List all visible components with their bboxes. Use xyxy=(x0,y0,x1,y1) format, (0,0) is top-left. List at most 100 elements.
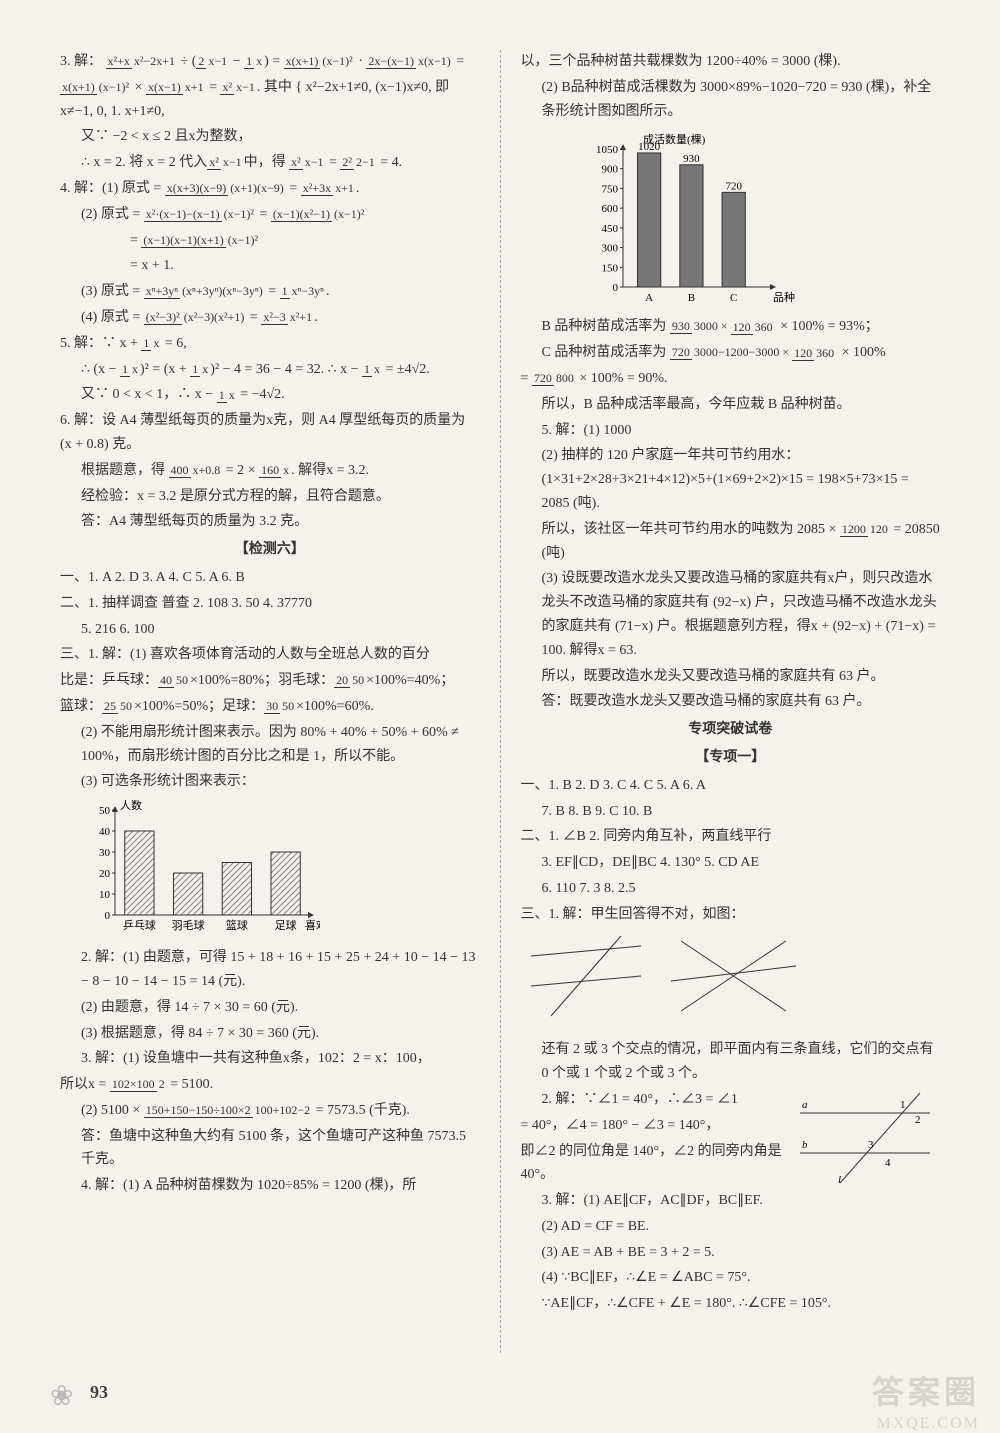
q32a: 2. 解：(1) 由题意，可得 15 + 18 + 16 + 15 + 25 +… xyxy=(60,946,480,994)
svg-text:足球: 足球 xyxy=(275,918,297,932)
svg-text:20: 20 xyxy=(99,868,111,880)
sp-3-2b: = 40°，∠4 = 180° − ∠3 = 140°， xyxy=(521,1114,783,1138)
sp-1b: 7. B 8. B 9. C 10. B xyxy=(521,800,941,824)
sp-3-3c: (3) AE = AB + BE = 3 + 2 = 5. xyxy=(521,1241,941,1265)
sp-3-3b: (2) AD = CF = BE. xyxy=(521,1215,941,1239)
sp-2a: 二、1. ∠B 2. 同旁内角互补，两直线平行 xyxy=(521,825,941,849)
svg-text:930: 930 xyxy=(683,153,700,165)
r-5d: (3) 设既要改造水龙头又要改造马桶的家庭共有x户，则只改造水龙头不改造马桶的家… xyxy=(521,567,941,662)
special-sub: 【专项一】 xyxy=(521,746,941,770)
sec3-1b: 比是：乒乓球：4050×100%=80%；羽毛球：2050×100%=40%； xyxy=(60,669,480,693)
q32c: (3) 根据题意，得 84 ÷ 7 × 30 = 360 (元). xyxy=(60,1022,480,1046)
sp-3-2a: 2. 解：∵∠1 = 40°，∴∠3 = ∠1 xyxy=(521,1088,783,1112)
chart2-svg: 01503004506007509001050成活数量(棵)1020A930B7… xyxy=(581,129,801,309)
q33c: (2) 5100 × 150+150−150÷100×2100+102−2 = … xyxy=(60,1099,480,1123)
svg-text:b: b xyxy=(802,1139,808,1151)
frac: x²+xx²−2x+1 xyxy=(106,55,178,68)
r-d: 所以，B 品种成活率最高，今年应栽 B 品种树苗。 xyxy=(521,393,941,417)
chart1-svg: 01020304050人数乒乓球羽毛球篮球足球喜欢的体育项目 xyxy=(80,800,320,940)
r-c2: = 720800 × 100% = 90%. xyxy=(521,367,941,391)
q3-solution: 3. 解： x²+xx²−2x+1 ÷ (2x−1 − 1x) = x(x+1)… xyxy=(60,50,480,74)
q5-a: 5. 解：∵ x + 1x = 6, xyxy=(60,332,480,356)
q34: 4. 解：(1) A 品种树苗棵数为 1020÷85% = 1200 (棵)，所 xyxy=(60,1174,480,1198)
q6-a: 6. 解：设 A4 薄型纸每页的质量为x克，则 A4 厚型纸每页的质量为 (x … xyxy=(60,409,480,457)
r-5c: 所以，该社区一年共可节约用水的吨数为 2085 × 1200120 = 2085… xyxy=(521,518,941,566)
svg-text:3: 3 xyxy=(868,1139,874,1151)
column-divider xyxy=(500,50,501,1353)
svg-text:1020: 1020 xyxy=(638,141,661,153)
sec2a: 二、1. 抽样调查 普查 2. 108 3. 50 4. 37770 xyxy=(60,592,480,616)
svg-text:1050: 1050 xyxy=(596,144,619,156)
sp-2b: 3. EF∥CD，DE∥BC 4. 130° 5. CD AE xyxy=(521,851,941,875)
right-column: 以，三个品种树苗共载棵数为 1200÷40% = 3000 (棵). (2) B… xyxy=(521,50,941,1353)
r-c: C 品种树苗成活率为 7203000−1200−3000 × 120360 × … xyxy=(521,341,941,365)
diag1-svg xyxy=(521,931,801,1026)
svg-text:A: A xyxy=(645,292,653,304)
tree-survival-chart: 01503004506007509001050成活数量(棵)1020A930B7… xyxy=(581,129,941,309)
svg-text:10: 10 xyxy=(99,889,111,901)
q33a: 3. 解：(1) 设鱼塘中一共有这种鱼x条，102：2 = x：100， xyxy=(60,1047,480,1071)
q2-text: 2. 解：∵∠1 = 40°，∴∠3 = ∠1 = 40°，∠4 = 180° … xyxy=(521,1088,783,1189)
svg-text:羽毛球: 羽毛球 xyxy=(172,918,205,932)
svg-text:750: 750 xyxy=(601,184,618,196)
svg-text:喜欢的体育项目: 喜欢的体育项目 xyxy=(305,918,320,932)
r-5b: (2) 抽样的 120 户家庭一年共可节约用水：(1×31+2×28+3×21+… xyxy=(521,444,941,515)
sec3-2: (2) 不能用扇形统计图来表示。因为 80% + 40% + 50% + 60%… xyxy=(60,721,480,769)
sp-3-1b: 还有 2 或 3 个交点的情况，即平面内有三条直线，它们的交点有 0 个或 1 … xyxy=(521,1038,941,1086)
q32b: (2) 由题意，得 14 ÷ 7 × 30 = 60 (元). xyxy=(60,996,480,1020)
sp-1a: 一、1. B 2. D 3. C 4. C 5. A 6. A xyxy=(521,774,941,798)
svg-text:720: 720 xyxy=(725,181,742,193)
svg-text:2: 2 xyxy=(915,1114,921,1126)
r-top1: 以，三个品种树苗共载棵数为 1200÷40% = 3000 (棵). xyxy=(521,50,941,74)
q2-row: 2. 解：∵∠1 = 40°，∴∠3 = ∠1 = 40°，∠4 = 180° … xyxy=(521,1088,941,1189)
r-5a: 5. 解：(1) 1000 xyxy=(521,419,941,443)
svg-text:40: 40 xyxy=(99,826,111,838)
q4-3: (3) 原式 = xⁿ+3yⁿ(xⁿ+3yⁿ)(xⁿ−3yⁿ) = 1xⁿ−3y… xyxy=(60,280,480,304)
svg-text:0: 0 xyxy=(105,910,111,922)
sp-3-3e: ∵AE∥CF，∴∠CFE + ∠E = 180°. ∴∠CFE = 105°. xyxy=(521,1292,941,1316)
q4-2: (2) 原式 = x²·(x−1)−(x−1)(x−1)² = (x−1)(x²… xyxy=(60,203,480,227)
r-b: B 品种树苗成活率为 9303000 × 120360 × 100% = 93%… xyxy=(521,315,941,339)
svg-text:乒乓球: 乒乓球 xyxy=(123,918,156,932)
svg-text:150: 150 xyxy=(601,263,618,275)
svg-text:300: 300 xyxy=(601,243,618,255)
svg-text:600: 600 xyxy=(601,204,618,216)
svg-text:B: B xyxy=(687,292,694,304)
q3-l4: ∴ x = 2. 将 x = 2 代入x²x−1中，得 x²x−1 = 2²2−… xyxy=(60,151,480,175)
page-decoration-icon: ❀ xyxy=(50,1379,73,1413)
svg-text:a: a xyxy=(802,1099,808,1111)
svg-text:人数: 人数 xyxy=(120,800,142,812)
r-5f: 答：既要改造水龙头又要改造马桶的家庭共有 63 户。 xyxy=(521,690,941,714)
svg-text:900: 900 xyxy=(601,164,618,176)
page-number: 93 xyxy=(90,1382,108,1403)
q4-2b: = (x−1)(x−1)(x+1)(x−1)² xyxy=(60,229,480,253)
sp-3-2c: 即∠2 的同位角是 140°，∠2 的同旁内角是 40°。 xyxy=(521,1140,783,1188)
svg-text:4: 4 xyxy=(885,1157,891,1169)
q3-eq2: x(x+1)(x−1)² × x(x−1)x+1 = x²x−1. 其中 { x… xyxy=(60,76,480,124)
svg-text:1: 1 xyxy=(900,1099,906,1111)
svg-text:篮球: 篮球 xyxy=(226,918,248,932)
svg-text:0: 0 xyxy=(612,282,618,294)
special-title: 专项突破试卷 xyxy=(521,718,941,742)
sp-2c: 6. 110 7. 3 8. 2.5 xyxy=(521,877,941,901)
sec3-3: (3) 可选条形统计图来表示： xyxy=(60,770,480,794)
q6-c: 经检验：x = 3.2 是原分式方程的解，且符合题意。 xyxy=(60,485,480,509)
watermark-main: 答案圈 xyxy=(872,1367,980,1413)
q5-c: 又∵ 0 < x < 1，∴ x − 1x = −4√2. xyxy=(60,383,480,407)
q4-2c: = x + 1. xyxy=(60,254,480,278)
test6-title: 【检测六】 xyxy=(60,538,480,562)
q6-d: 答：A4 薄型纸每页的质量为 3.2 克。 xyxy=(60,510,480,534)
svg-text:l: l xyxy=(838,1174,841,1186)
left-column: 3. 解： x²+xx²−2x+1 ÷ (2x−1 − 1x) = x(x+1)… xyxy=(60,50,480,1353)
sec3-1c: 篮球：2550×100%=50%；足球：3050×100%=60%. xyxy=(60,695,480,719)
r-top2: (2) B品种树苗成活棵数为 3000×89%−1020−720 = 930 (… xyxy=(521,76,941,124)
q5-b: ∴ (x − 1x)² = (x + 1x)² − 4 = 36 − 4 = 3… xyxy=(60,358,480,382)
sec1: 一、1. A 2. D 3. A 4. C 5. A 6. B xyxy=(60,566,480,590)
q3-label: 3. 解： xyxy=(60,54,102,69)
sports-bar-chart: 01020304050人数乒乓球羽毛球篮球足球喜欢的体育项目 xyxy=(80,800,480,940)
svg-text:品种: 品种 xyxy=(773,290,795,304)
sp-3-1: 三、1. 解：甲生回答得不对，如图： xyxy=(521,903,941,927)
svg-text:450: 450 xyxy=(601,223,618,235)
sec2b: 5. 216 6. 100 xyxy=(60,618,480,642)
sp-3-3d: (4) ∵BC∥EF，∴∠E = ∠ABC = 75°. xyxy=(521,1266,941,1290)
